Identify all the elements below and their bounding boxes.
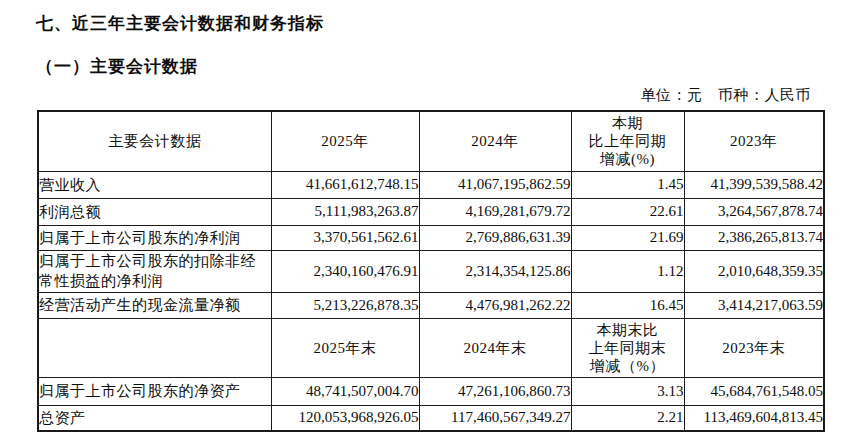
period-header-row: 主要会计数据 2025年 2024年 本期 比上年同期 增减(%) 2023年 — [38, 111, 824, 171]
table-row-total-assets: 总资产 120,053,968,926.05 117,460,567,349.2… — [38, 405, 824, 431]
header-change-yearend: 本期末比 上年同期末 增减（%） — [571, 318, 684, 377]
cell-2023-value: 3,264,567,878.74 — [684, 198, 824, 225]
cell-2024-value: 47,261,106,860.73 — [419, 377, 571, 405]
table-row-total-profit: 利润总额 5,111,983,263.87 4,169,281,679.72 2… — [38, 198, 824, 225]
financial-table: 主要会计数据 2025年 2024年 本期 比上年同期 增减(%) 2023年 … — [37, 110, 825, 432]
table-row-deducted-net-profit: 归属于上市公司股东的扣除非经常性损益的净利润 2,340,160,476.91 … — [38, 250, 824, 292]
cell-indicator: 利润总额 — [38, 198, 271, 225]
cell-2023-value: 113,469,604,813.45 — [684, 405, 824, 431]
header-2023: 2023年 — [684, 111, 824, 171]
cell-2024-value: 117,460,567,349.27 — [419, 405, 571, 431]
section-title: 七、近三年主要会计数据和财务指标 — [36, 12, 324, 35]
cell-2025-value: 5,213,226,878.35 — [271, 292, 419, 318]
cell-indicator: 营业收入 — [38, 171, 271, 198]
cell-2023-value: 2,010,648,359.35 — [684, 250, 824, 292]
cell-indicator: 归属于上市公司股东的净资产 — [38, 377, 271, 405]
cell-2024-value: 4,169,281,679.72 — [419, 198, 571, 225]
header-change: 本期 比上年同期 增减(%) — [571, 111, 684, 171]
header-2024: 2024年 — [419, 111, 571, 171]
cell-indicator: 归属于上市公司股东的净利润 — [38, 225, 271, 250]
table-row-revenue: 营业收入 41,661,612,748.15 41,067,195,862.59… — [38, 171, 824, 198]
cell-change-value: 1.45 — [571, 171, 684, 198]
cell-2023-value: 41,399,539,588.42 — [684, 171, 824, 198]
cell-change-value: 16.45 — [571, 292, 684, 318]
cell-2024-value: 2,769,886,631.39 — [419, 225, 571, 250]
cell-change-value: 21.69 — [571, 225, 684, 250]
cell-change-value: 2.21 — [571, 405, 684, 431]
cell-2023-value: 2,386,265,813.74 — [684, 225, 824, 250]
cell-2025-value: 41,661,612,748.15 — [271, 171, 419, 198]
cell-2025-value: 48,741,507,004.70 — [271, 377, 419, 405]
cell-indicator: 归属于上市公司股东的扣除非经常性损益的净利润 — [38, 250, 271, 292]
cell-change-value: 22.61 — [571, 198, 684, 225]
yearend-header-row: 2025年末 2024年末 本期末比 上年同期末 增减（%） 2023年末 — [38, 318, 824, 377]
cell-2023-value: 45,684,761,548.05 — [684, 377, 824, 405]
header-indicator-empty — [38, 318, 271, 377]
cell-change-value: 1.12 — [571, 250, 684, 292]
cell-2024-value: 41,067,195,862.59 — [419, 171, 571, 198]
unit-currency-note: 单位：元 币种：人民币 — [37, 86, 823, 105]
cell-2025-value: 2,340,160,476.91 — [271, 250, 419, 292]
cell-indicator: 总资产 — [38, 405, 271, 431]
table-row-operating-cash-flow: 经营活动产生的现金流量净额 5,213,226,878.35 4,476,981… — [38, 292, 824, 318]
header-indicator: 主要会计数据 — [38, 111, 271, 171]
cell-2023-value: 3,414,217,063.59 — [684, 292, 824, 318]
cell-2025-value: 5,111,983,263.87 — [271, 198, 419, 225]
subsection-title: （一）主要会计数据 — [36, 55, 198, 78]
header-2025-yearend: 2025年末 — [271, 318, 419, 377]
header-2024-yearend: 2024年末 — [419, 318, 571, 377]
table-row-net-profit: 归属于上市公司股东的净利润 3,370,561,562.61 2,769,886… — [38, 225, 824, 250]
cell-2025-value: 3,370,561,562.61 — [271, 225, 419, 250]
cell-2024-value: 2,314,354,125.86 — [419, 250, 571, 292]
cell-change-value: 3.13 — [571, 377, 684, 405]
cell-2024-value: 4,476,981,262.22 — [419, 292, 571, 318]
header-2023-yearend: 2023年末 — [684, 318, 824, 377]
cell-indicator: 经营活动产生的现金流量净额 — [38, 292, 271, 318]
header-2025: 2025年 — [271, 111, 419, 171]
table-row-net-assets: 归属于上市公司股东的净资产 48,741,507,004.70 47,261,1… — [38, 377, 824, 405]
cell-2025-value: 120,053,968,926.05 — [271, 405, 419, 431]
